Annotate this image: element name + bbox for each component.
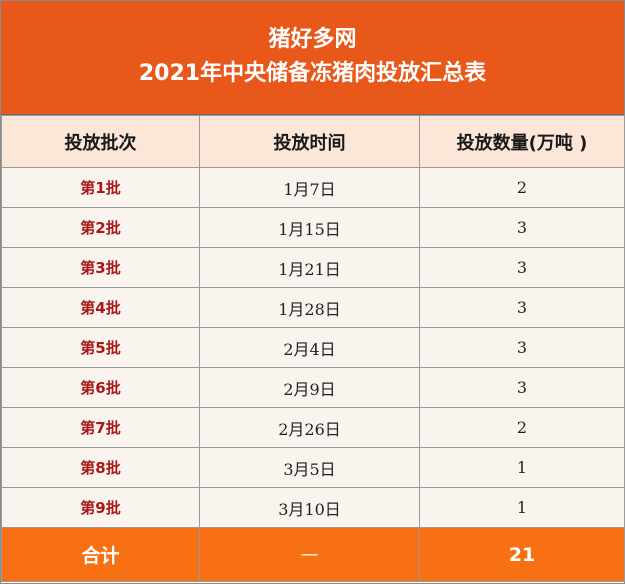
table-row: 第1批 1月7日 2 — [1, 167, 625, 208]
total-row: 合计 — 21 — [1, 527, 625, 582]
date-cell: 2月26日 — [199, 407, 420, 448]
date-cell: 1月15日 — [199, 207, 420, 248]
batch-cell: 第5批 — [1, 327, 200, 368]
batch-cell: 第7批 — [1, 407, 200, 448]
date-cell: 1月28日 — [199, 287, 420, 328]
title-banner: 猪好多网 2021年中央储备冻猪肉投放汇总表 — [1, 1, 624, 115]
quantity-cell: 3 — [419, 207, 625, 248]
date-cell: 3月10日 — [199, 487, 420, 528]
quantity-cell: 3 — [419, 327, 625, 368]
batch-cell: 第1批 — [1, 167, 200, 208]
table-title: 2021年中央储备冻猪肉投放汇总表 — [138, 61, 487, 86]
date-cell: 1月7日 — [199, 167, 420, 208]
table-row: 第7批 2月26日 2 — [1, 407, 625, 448]
quantity-cell: 2 — [419, 167, 625, 208]
quantity-cell: 1 — [419, 487, 625, 528]
date-cell: 1月21日 — [199, 247, 420, 288]
column-header-quantity: 投放数量(万吨 ) — [419, 115, 625, 168]
table-row: 第3批 1月21日 3 — [1, 247, 625, 288]
batch-cell: 第4批 — [1, 287, 200, 328]
table-row: 第8批 3月5日 1 — [1, 447, 625, 488]
batch-cell: 第3批 — [1, 247, 200, 288]
total-date-dash: — — [199, 527, 420, 582]
total-label: 合计 — [1, 527, 200, 582]
quantity-cell: 2 — [419, 407, 625, 448]
quantity-cell: 3 — [419, 247, 625, 288]
batch-cell: 第2批 — [1, 207, 200, 248]
release-table: 投放批次 投放时间 投放数量(万吨 ) 第1批 1月7日 2 第2批 1月15日… — [1, 115, 625, 582]
date-cell: 2月9日 — [199, 367, 420, 408]
quantity-cell: 3 — [419, 367, 625, 408]
table-row: 第6批 2月9日 3 — [1, 367, 625, 408]
table-row: 第4批 1月28日 3 — [1, 287, 625, 328]
date-cell: 3月5日 — [199, 447, 420, 488]
table-row: 第5批 2月4日 3 — [1, 327, 625, 368]
quantity-cell: 1 — [419, 447, 625, 488]
header-row: 投放批次 投放时间 投放数量(万吨 ) — [1, 115, 625, 168]
column-header-batch: 投放批次 — [1, 115, 200, 168]
date-cell: 2月4日 — [199, 327, 420, 368]
batch-cell: 第6批 — [1, 367, 200, 408]
table-row: 第9批 3月10日 1 — [1, 487, 625, 528]
batch-cell: 第8批 — [1, 447, 200, 488]
batch-cell: 第9批 — [1, 487, 200, 528]
column-header-date: 投放时间 — [199, 115, 420, 168]
quantity-cell: 3 — [419, 287, 625, 328]
site-name: 猪好多网 — [268, 27, 357, 52]
table-row: 第2批 1月15日 3 — [1, 207, 625, 248]
total-quantity: 21 — [419, 527, 625, 582]
